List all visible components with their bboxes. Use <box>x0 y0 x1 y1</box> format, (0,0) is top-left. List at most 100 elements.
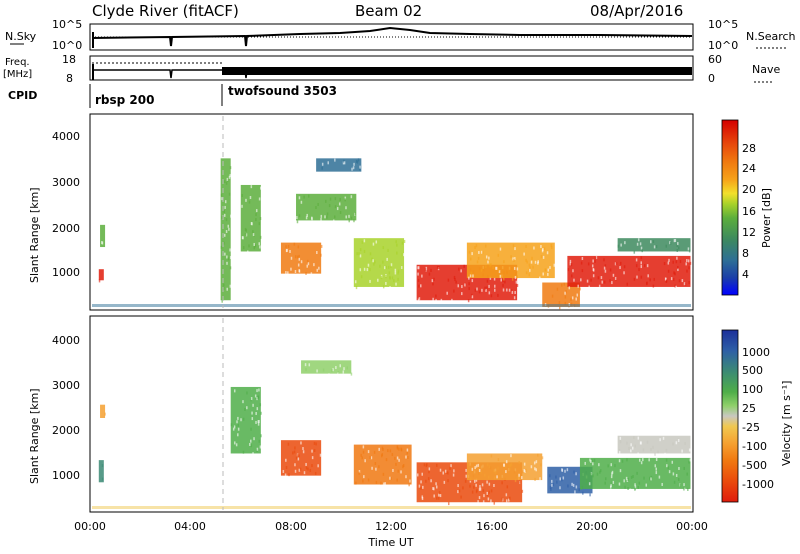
power-echo-speckle <box>387 265 390 269</box>
power-echo-speckle <box>366 268 369 272</box>
power-echo-speckle <box>303 195 305 199</box>
velocity-echo-layer <box>92 360 692 509</box>
vel-echo-speckle <box>398 458 400 462</box>
power-echo-speckle <box>523 252 525 256</box>
vel-echo-speckle <box>473 485 475 489</box>
power-echo-speckle <box>603 266 606 270</box>
power-echo-speckle <box>475 244 478 248</box>
vel-echo-speckle <box>505 493 508 497</box>
vel-echo-speckle <box>580 486 583 490</box>
vel-echo-speckle <box>487 497 490 501</box>
vel-echo-speckle <box>288 473 290 477</box>
vel-echo-speckle <box>314 471 317 475</box>
vel-echo-speckle <box>535 468 537 472</box>
vel-echo-speckle <box>398 447 400 451</box>
vel-echo-speckle <box>370 456 373 460</box>
power-echo-speckle <box>259 217 262 221</box>
power-echo-speckle <box>321 166 323 170</box>
power-echo-speckle <box>255 213 257 217</box>
power-echo-speckle <box>461 285 463 289</box>
power-echo-speckle <box>510 289 513 293</box>
vel-echo-speckle <box>637 452 639 456</box>
power-echo-speckle <box>351 167 353 171</box>
power-cb-title: Power [dB] <box>760 188 773 248</box>
vel-echo-speckle <box>658 475 661 479</box>
power-echo-speckle <box>418 297 421 301</box>
power-echo-speckle <box>343 161 346 165</box>
vel-cb-tick-25: 25 <box>742 402 756 415</box>
vel-echo-speckle <box>447 502 450 506</box>
vel-echo-speckle <box>683 466 685 470</box>
power-echo-speckle <box>226 255 228 259</box>
power-echo-speckle <box>640 256 643 260</box>
power-echo-speckle <box>438 266 440 270</box>
power-echo-speckle <box>313 263 315 267</box>
power-echo-speckle <box>320 244 323 248</box>
vel-echo-speckle <box>298 454 300 458</box>
power-echo-speckle <box>516 275 518 279</box>
power-echo-speckle <box>342 161 345 165</box>
power-echo-speckle <box>579 287 581 291</box>
power-echo-speckle <box>480 268 483 272</box>
vel-echo-speckle <box>479 485 481 489</box>
vel-echo-speckle <box>104 412 106 416</box>
power-echo-speckle <box>542 247 544 251</box>
vel-echo-speckle <box>490 489 493 493</box>
power-echo-speckle <box>298 214 301 218</box>
vel-echo-speckle <box>420 486 422 490</box>
vel-echo-speckle <box>302 450 305 454</box>
power-echo-speckle <box>435 299 437 303</box>
power-echo-speckle <box>451 298 453 302</box>
vel-echo-speckle <box>250 427 252 431</box>
vel-echo-speckle <box>305 368 307 372</box>
power-echo-speckle <box>477 256 480 260</box>
vel-echo-speckle <box>294 463 296 467</box>
vel-echo-speckle <box>259 445 262 449</box>
power-echo-speckle <box>525 258 527 262</box>
power-echo-speckle <box>453 275 456 279</box>
power-echo-speckle <box>684 282 687 286</box>
velocity-ytick-3000: 3000 <box>52 379 80 392</box>
vel-echo-speckle <box>432 487 434 491</box>
power-echo-speckle <box>254 244 257 248</box>
power-echo-speckle <box>513 258 515 262</box>
vel-echo-speckle <box>236 420 238 424</box>
power-echo-speckle <box>665 279 668 283</box>
vel-echo-speckle <box>486 493 489 497</box>
power-echo-speckle <box>328 204 331 208</box>
power-echo-speckle <box>372 259 374 263</box>
power-cb-tick-8: 8 <box>742 247 749 260</box>
nsearch-label: N.Search <box>746 30 796 43</box>
vel-echo-speckle <box>350 372 353 376</box>
power-echo-speckle <box>641 249 643 253</box>
power-echo-speckle <box>542 255 545 259</box>
vel-echo-speckle <box>460 495 462 499</box>
power-echo-speckle <box>387 248 389 252</box>
power-echo-speckle <box>592 259 594 263</box>
power-echo-speckle <box>575 297 577 301</box>
power-echo-speckle <box>640 246 643 250</box>
vel-echo-speckle <box>285 466 288 470</box>
power-echo-speckle <box>572 306 575 310</box>
power-echo-layer <box>92 158 692 310</box>
power-echo-speckle <box>468 287 470 291</box>
power-echo-speckle <box>489 264 491 268</box>
vel-echo-speckle <box>422 485 424 489</box>
power-echo-speckle <box>674 272 676 276</box>
power-echo-speckle <box>653 245 656 249</box>
vel-echo-speckle <box>250 397 253 401</box>
vel-echo-speckle <box>514 479 517 483</box>
vel-echo-speckle <box>481 483 484 487</box>
power-echo-speckle <box>457 284 460 288</box>
vel-echo-speckle <box>596 472 599 476</box>
power-echo-speckle <box>285 271 287 275</box>
vel-echo-speckle <box>462 486 464 490</box>
power-echo-speckle <box>565 290 567 294</box>
vel-echo-speckle <box>637 436 640 440</box>
power-echo-speckle <box>402 253 405 257</box>
freq-band <box>222 67 692 75</box>
vel-echo-speckle <box>405 455 407 459</box>
vel-echo-speckle <box>284 473 287 477</box>
vel-echo-speckle <box>252 403 254 407</box>
power-echo-speckle <box>511 290 514 294</box>
